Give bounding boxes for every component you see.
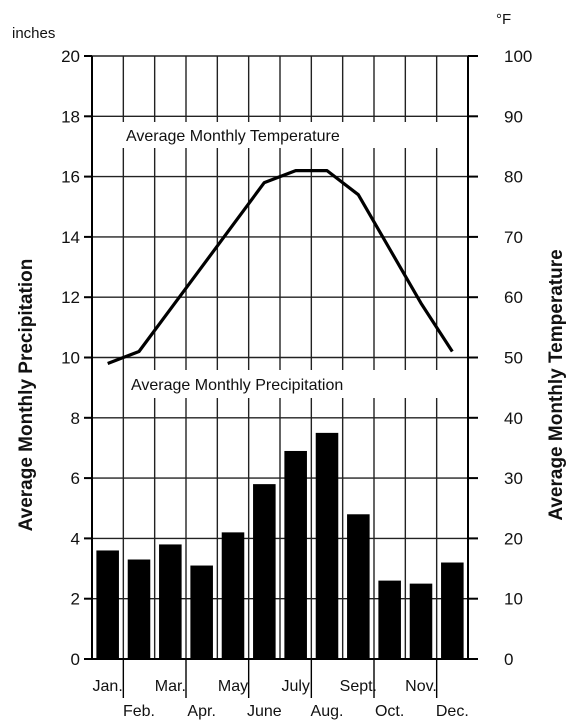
right-tick-label: 90 [504, 107, 523, 126]
right-tick-label: 30 [504, 469, 523, 488]
temperature-line-layer [107, 169, 454, 365]
right-tick-label: 70 [504, 228, 523, 247]
month-label: Apr. [187, 703, 215, 720]
right-tick-label: 10 [504, 590, 523, 609]
precipitation-bar [378, 580, 401, 659]
precipitation-bar [190, 565, 213, 659]
left-tick-label: 14 [61, 228, 80, 247]
right-tick-label: 80 [504, 168, 523, 187]
left-axis-title: Average Monthly Precipitation [16, 259, 37, 532]
temperature-series-label: Average Monthly Temperature [126, 128, 340, 145]
left-tick-label: 8 [71, 409, 80, 428]
left-tick-label: 18 [61, 107, 80, 126]
left-tick-label: 4 [71, 529, 80, 548]
month-label: Oct. [375, 703, 404, 720]
month-label: June [247, 703, 282, 720]
precipitation-bar [284, 450, 307, 659]
right-tick-label: 20 [504, 529, 523, 548]
left-tick-label: 16 [61, 168, 80, 187]
precipitation-bar [96, 550, 119, 659]
left-tick-label: 2 [71, 590, 80, 609]
precipitation-label-bg [125, 370, 443, 398]
right-tick-label: 50 [504, 349, 523, 368]
left-tick-label: 0 [71, 650, 80, 669]
right-tick-label: 100 [504, 47, 532, 66]
precipitation-bar [409, 583, 433, 659]
precipitation-bar [221, 532, 245, 659]
month-label: May [218, 678, 248, 695]
right-axis-unit: °F [496, 11, 511, 28]
month-label: Feb. [123, 703, 155, 720]
month-label: Jan. [93, 678, 123, 695]
month-label: July [281, 678, 309, 695]
temperature-label-bg [120, 122, 442, 148]
right-tick-label: 0 [504, 650, 513, 669]
precipitation-bar [347, 514, 370, 659]
left-tick-label: 6 [71, 469, 80, 488]
left-tick-label: 20 [61, 47, 80, 66]
precipitation-bar [253, 484, 276, 659]
precipitation-bar [441, 562, 464, 659]
precipitation-bar [159, 544, 182, 659]
month-label: Dec. [436, 703, 469, 720]
axes: 0 2 4 6 8 10 12 14 16 18 20 0 10 20 30 40 50 60 70 80 90 100 J… [61, 47, 532, 720]
precipitation-bar [315, 432, 339, 659]
month-label: Mar. [155, 678, 186, 695]
left-axis-unit: inches [12, 25, 55, 42]
month-label: Aug. [311, 703, 344, 720]
left-tick-label: 10 [61, 349, 80, 368]
right-axis-title: Average Monthly Temperature [546, 249, 567, 520]
month-label: Nov. [405, 678, 437, 695]
precipitation-bars [96, 432, 464, 659]
precipitation-series-label: Average Monthly Precipitation [131, 377, 343, 394]
right-tick-label: 60 [504, 288, 523, 307]
precipitation-bar [127, 559, 151, 659]
right-tick-label: 40 [504, 409, 523, 428]
temperature-line [107, 169, 454, 365]
left-tick-label: 12 [61, 288, 80, 307]
month-label: Sept. [340, 678, 377, 695]
